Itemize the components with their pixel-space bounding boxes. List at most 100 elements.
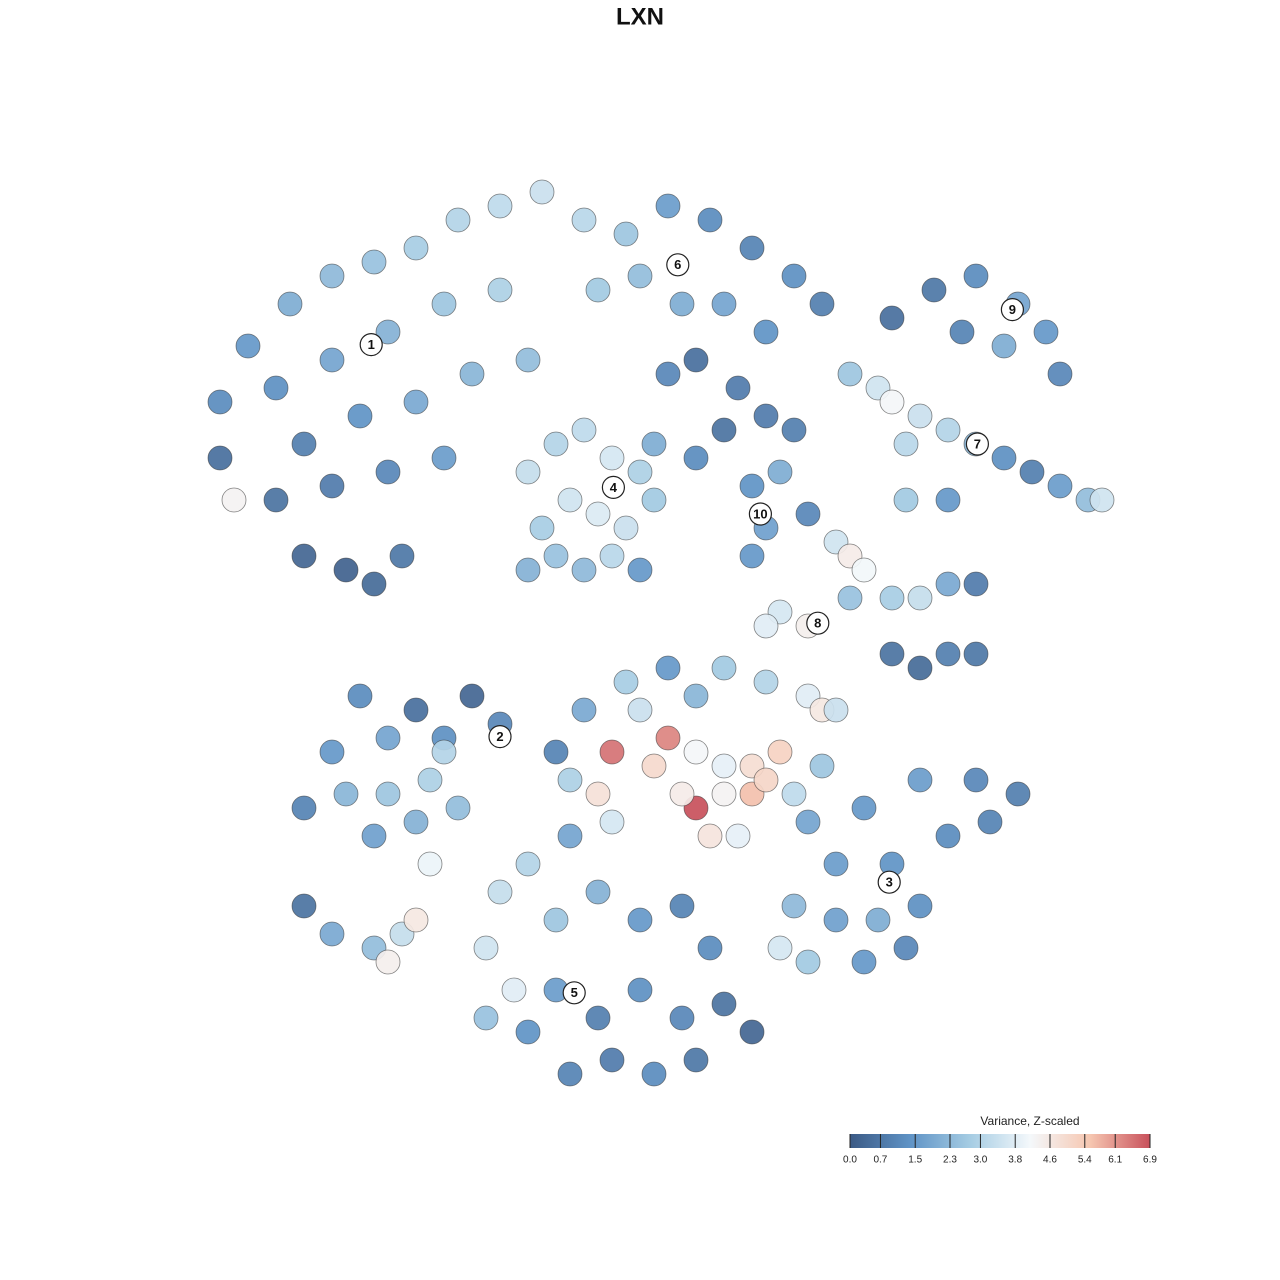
point bbox=[991, 445, 1017, 471]
point bbox=[963, 263, 989, 289]
point bbox=[403, 809, 429, 835]
point bbox=[333, 557, 359, 583]
cluster-label: 1 bbox=[368, 337, 375, 352]
point bbox=[655, 193, 681, 219]
point bbox=[739, 1019, 765, 1045]
point bbox=[697, 823, 723, 849]
point bbox=[585, 1005, 611, 1031]
point bbox=[431, 739, 457, 765]
point bbox=[795, 809, 821, 835]
point bbox=[319, 263, 345, 289]
point bbox=[431, 291, 457, 317]
point bbox=[571, 697, 597, 723]
point bbox=[627, 557, 653, 583]
cluster-label-bg bbox=[359, 333, 383, 357]
point bbox=[655, 361, 681, 387]
point bbox=[585, 879, 611, 905]
point bbox=[893, 431, 919, 457]
point bbox=[515, 557, 541, 583]
cluster-label-bg bbox=[965, 432, 990, 456]
point bbox=[487, 277, 513, 303]
point bbox=[739, 543, 765, 569]
cluster-label-bg bbox=[1000, 298, 1025, 322]
colorbar-tick-label: 5.4 bbox=[1078, 1155, 1092, 1166]
point bbox=[515, 1019, 541, 1045]
point bbox=[851, 557, 877, 583]
point bbox=[879, 389, 905, 415]
point bbox=[669, 781, 695, 807]
point bbox=[445, 207, 471, 233]
point bbox=[935, 571, 961, 597]
point bbox=[683, 445, 709, 471]
colorbar: Variance, Z-scaled 0.0 0.7 1.5 2.3 3.0 3.8 4.6… bbox=[843, 1114, 1157, 1165]
point bbox=[529, 515, 555, 541]
point bbox=[697, 935, 723, 961]
point bbox=[543, 907, 569, 933]
point bbox=[669, 1005, 695, 1031]
point bbox=[809, 753, 835, 779]
point bbox=[291, 893, 317, 919]
point bbox=[907, 403, 933, 429]
point bbox=[613, 669, 639, 695]
point bbox=[921, 277, 947, 303]
point bbox=[683, 739, 709, 765]
point bbox=[879, 585, 905, 611]
point bbox=[403, 389, 429, 415]
point bbox=[753, 767, 779, 793]
point bbox=[767, 459, 793, 485]
point bbox=[291, 431, 317, 457]
point bbox=[557, 823, 583, 849]
point bbox=[655, 655, 681, 681]
point bbox=[739, 473, 765, 499]
point bbox=[837, 361, 863, 387]
point bbox=[907, 893, 933, 919]
point bbox=[459, 361, 485, 387]
point bbox=[725, 823, 751, 849]
point bbox=[627, 263, 653, 289]
point bbox=[851, 949, 877, 975]
point bbox=[711, 417, 737, 443]
point bbox=[557, 1061, 583, 1087]
point bbox=[935, 417, 961, 443]
point bbox=[571, 557, 597, 583]
point bbox=[333, 781, 359, 807]
point bbox=[991, 333, 1017, 359]
point bbox=[627, 977, 653, 1003]
point bbox=[823, 697, 849, 723]
point bbox=[683, 347, 709, 373]
point bbox=[1047, 361, 1073, 387]
point bbox=[361, 823, 387, 849]
point bbox=[865, 907, 891, 933]
point bbox=[613, 221, 639, 247]
point bbox=[711, 991, 737, 1017]
point bbox=[515, 347, 541, 373]
point bbox=[585, 501, 611, 527]
colorbar-tick-label: 2.3 bbox=[943, 1155, 957, 1166]
point bbox=[403, 907, 429, 933]
point bbox=[487, 193, 513, 219]
cluster-label-bg bbox=[748, 502, 773, 526]
point bbox=[1005, 781, 1031, 807]
point bbox=[543, 431, 569, 457]
point bbox=[641, 431, 667, 457]
point bbox=[781, 781, 807, 807]
point bbox=[655, 725, 681, 751]
point bbox=[319, 739, 345, 765]
point bbox=[795, 501, 821, 527]
point bbox=[473, 1005, 499, 1031]
cluster-label: 10 bbox=[753, 506, 767, 521]
colorbar-tick-label: 6.9 bbox=[1143, 1155, 1157, 1166]
point bbox=[557, 487, 583, 513]
point bbox=[711, 655, 737, 681]
points bbox=[207, 179, 1115, 1087]
point bbox=[347, 403, 373, 429]
point bbox=[753, 669, 779, 695]
point bbox=[879, 305, 905, 331]
cluster-label: 4 bbox=[610, 480, 618, 495]
point bbox=[935, 487, 961, 513]
point bbox=[291, 795, 317, 821]
point bbox=[319, 473, 345, 499]
point bbox=[403, 697, 429, 723]
point bbox=[599, 543, 625, 569]
cluster-label: 3 bbox=[886, 875, 893, 890]
